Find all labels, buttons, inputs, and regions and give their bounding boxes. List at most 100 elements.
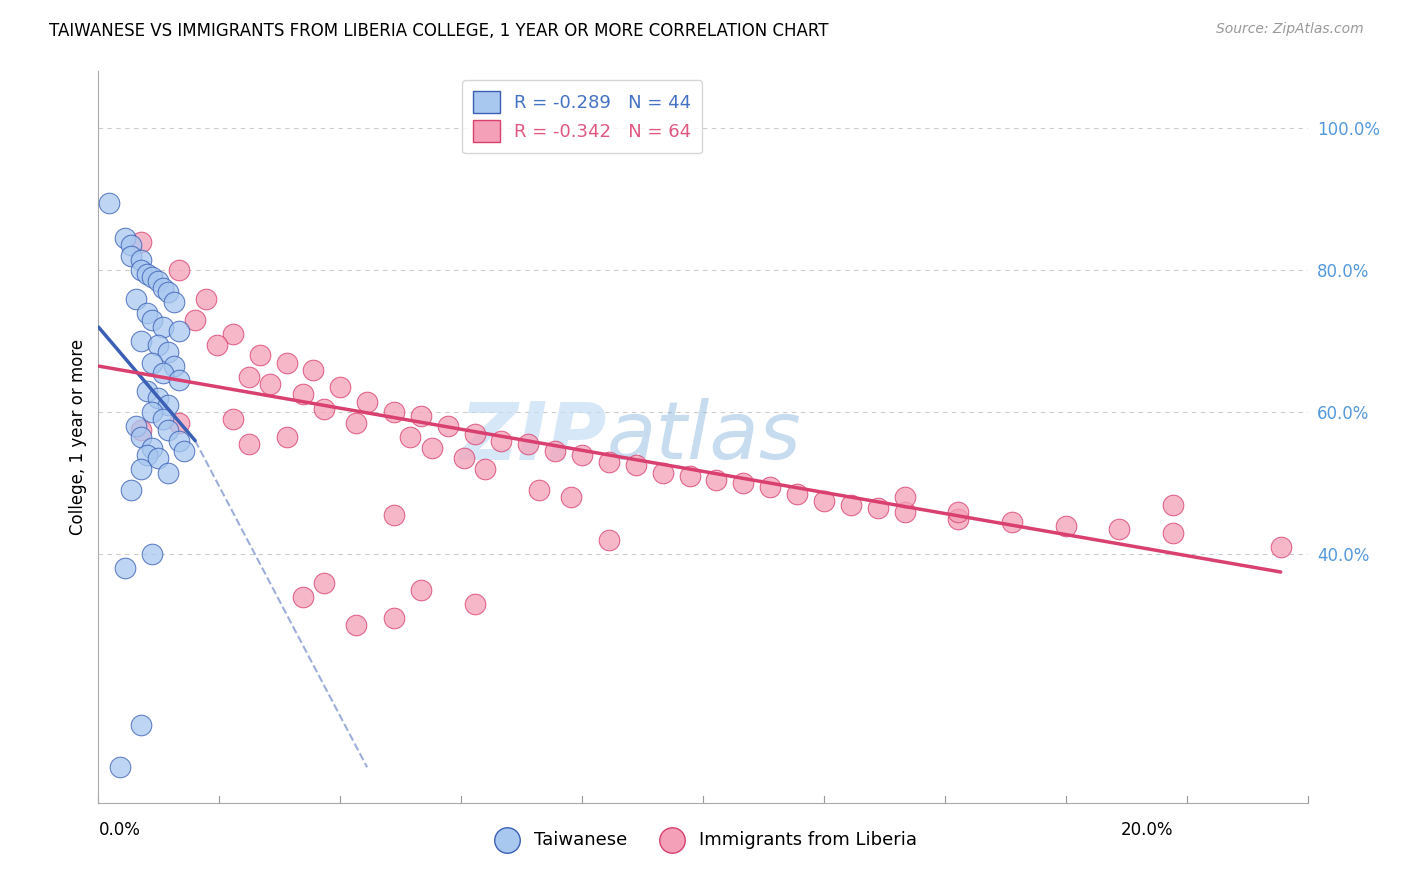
Point [839,498,862,512]
Point [544,444,567,458]
Point [120,483,142,498]
Point [157,398,180,412]
Point [382,508,405,523]
Point [1161,498,1184,512]
Point [474,462,496,476]
Point [302,362,325,376]
Point [157,285,180,299]
Point [678,469,700,483]
Point [1001,516,1024,530]
Point [131,235,153,249]
Point [276,355,298,369]
Point [157,423,180,437]
Text: 0.0%: 0.0% [98,821,141,838]
Point [141,405,163,419]
Point [249,348,271,362]
Point [167,416,190,430]
Point [135,448,157,462]
Point [893,505,915,519]
Point [114,231,136,245]
Point [152,320,174,334]
Point [382,611,405,625]
Point [141,441,163,455]
Point [114,561,136,575]
Point [1161,525,1184,540]
Point [238,369,260,384]
Point [125,419,148,434]
Point [141,270,163,285]
Point [344,416,367,430]
Point [141,355,163,369]
Point [517,437,540,451]
Point [598,455,620,469]
Point [436,419,458,434]
Point [1270,540,1292,554]
Point [131,423,153,437]
Point [314,575,336,590]
Point [146,391,169,405]
Point [259,376,281,391]
Point [276,430,298,444]
Text: 20.0%: 20.0% [1121,821,1173,838]
Point [813,494,835,508]
Point [167,263,190,277]
Point [98,195,121,210]
Point [948,505,970,519]
Point [527,483,550,498]
Point [135,306,157,320]
Text: Source: ZipAtlas.com: Source: ZipAtlas.com [1216,22,1364,37]
Point [141,313,163,327]
Point [131,334,153,349]
Text: TAIWANESE VS IMMIGRANTS FROM LIBERIA COLLEGE, 1 YEAR OR MORE CORRELATION CHART: TAIWANESE VS IMMIGRANTS FROM LIBERIA COL… [49,22,828,40]
Point [356,394,378,409]
Point [163,359,186,373]
Point [329,380,352,394]
Point [131,263,153,277]
Point [163,295,186,310]
Point [409,409,432,423]
Point [135,267,157,281]
Point [409,582,432,597]
Point [194,292,217,306]
Text: ZIP: ZIP [458,398,606,476]
Point [146,451,169,466]
Point [108,760,131,774]
Point [238,437,260,451]
Point [382,405,405,419]
Point [131,430,153,444]
Point [157,344,180,359]
Point [141,547,163,561]
Point [344,618,367,632]
Point [152,366,174,380]
Point [222,327,245,342]
Point [167,434,190,448]
Point [733,476,755,491]
Point [464,597,486,611]
Point [651,466,673,480]
Point [120,249,142,263]
Point [866,501,889,516]
Point [893,491,915,505]
Point [453,451,475,466]
Point [173,444,195,458]
Point [1054,519,1077,533]
Point [152,412,174,426]
Text: atlas: atlas [606,398,801,476]
Point [167,373,190,387]
Legend: Taiwanese, Immigrants from Liberia: Taiwanese, Immigrants from Liberia [481,823,925,856]
Point [314,401,336,416]
Point [786,487,808,501]
Point [131,462,153,476]
Point [125,292,148,306]
Point [184,313,207,327]
Point [598,533,620,547]
Point [399,430,422,444]
Point [152,281,174,295]
Point [146,274,169,288]
Point [120,238,142,252]
Point [491,434,513,448]
Point [131,717,153,731]
Point [291,387,314,401]
Point [571,448,593,462]
Point [131,252,153,267]
